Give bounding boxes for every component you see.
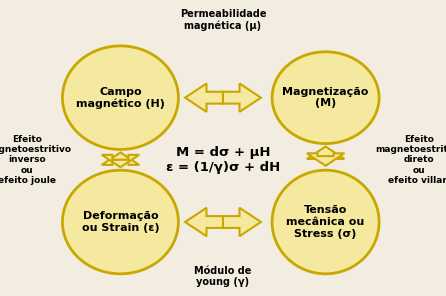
Ellipse shape (62, 170, 178, 274)
Text: Magnetização
(M): Magnetização (M) (282, 87, 369, 108)
Polygon shape (307, 147, 344, 159)
Ellipse shape (272, 170, 379, 274)
Polygon shape (102, 152, 139, 165)
Polygon shape (307, 153, 344, 166)
Text: Tensão
mecânica ou
Stress (σ): Tensão mecânica ou Stress (σ) (286, 205, 365, 239)
Polygon shape (185, 208, 223, 236)
Text: Permeabilidade
magnética (μ): Permeabilidade magnética (μ) (180, 9, 266, 31)
Text: Efeito
magnetoestritivo
inverso
ou
efeito joule: Efeito magnetoestritivo inverso ou efeit… (0, 135, 71, 185)
Text: Módulo de
young (γ): Módulo de young (γ) (194, 266, 252, 287)
Ellipse shape (272, 52, 379, 144)
Text: Campo
magnético (H): Campo magnético (H) (76, 86, 165, 109)
Polygon shape (223, 208, 261, 236)
Polygon shape (185, 83, 223, 112)
Polygon shape (223, 83, 261, 112)
Text: Efeito
magnetoestritivo
direto
ou
efeito villari: Efeito magnetoestritivo direto ou efeito… (375, 135, 446, 185)
Polygon shape (102, 155, 139, 167)
Ellipse shape (62, 46, 178, 149)
Text: M = dσ + μH
ε = (1/γ)σ + dH: M = dσ + μH ε = (1/γ)σ + dH (166, 146, 280, 174)
Text: Deformação
ou Strain (ε): Deformação ou Strain (ε) (82, 211, 159, 233)
